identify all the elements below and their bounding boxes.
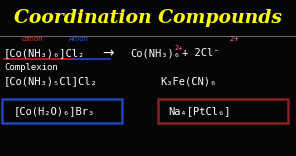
Text: cation: cation bbox=[22, 36, 44, 42]
Text: Complexion: Complexion bbox=[4, 63, 58, 73]
Bar bbox=[158, 99, 288, 123]
Text: [Co(H₂O)₆]Br₃: [Co(H₂O)₆]Br₃ bbox=[14, 106, 95, 116]
Text: [Co(NH₃)₆]Cl₂: [Co(NH₃)₆]Cl₂ bbox=[4, 48, 85, 58]
Text: K₃Fe(CN)₆: K₃Fe(CN)₆ bbox=[160, 76, 216, 86]
Text: →: → bbox=[102, 46, 114, 60]
Text: Anion: Anion bbox=[68, 36, 88, 42]
Text: + 2Cl⁻: + 2Cl⁻ bbox=[182, 48, 220, 58]
Text: [Co(NH₃)₅Cl]Cl₂: [Co(NH₃)₅Cl]Cl₂ bbox=[4, 76, 98, 86]
Text: 2+: 2+ bbox=[174, 45, 183, 51]
Bar bbox=[2, 99, 122, 123]
Text: Na₄[PtCl₆]: Na₄[PtCl₆] bbox=[168, 106, 231, 116]
Text: 2+: 2+ bbox=[230, 36, 240, 42]
Text: Co(NH₃)₆: Co(NH₃)₆ bbox=[130, 48, 180, 58]
Text: Coordination Compounds: Coordination Compounds bbox=[14, 9, 282, 27]
